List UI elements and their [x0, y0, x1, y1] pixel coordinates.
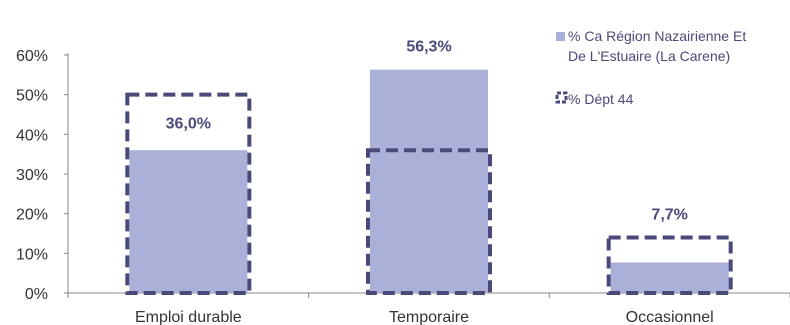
bar-dept-outline	[125, 92, 252, 295]
bar-region	[129, 150, 248, 293]
x-tick-label: Temporaire	[389, 309, 469, 325]
legend-label-region: % Ca Région Nazairienne Et	[568, 28, 746, 44]
series-dept-bars	[125, 92, 733, 295]
bar-dept-outline	[606, 235, 733, 295]
legend-label-region: De L'Estuaire (La Carene)	[568, 48, 730, 64]
x-tick-label: Occasionnel	[626, 309, 714, 325]
x-axis: Emploi durable Temporaire Occasionnel	[67, 292, 790, 325]
data-label: 36,0%	[166, 115, 211, 132]
bar-dept-outline	[366, 148, 492, 295]
y-tick-label: 20%	[16, 207, 48, 224]
y-tick-label: 0%	[25, 286, 48, 303]
data-label: 7,7%	[651, 206, 687, 223]
legend: % Ca Région Nazairienne Et De L'Estuaire …	[555, 28, 746, 107]
y-tick-label: 50%	[16, 88, 48, 105]
y-axis: 0% 10% 20% 30% 40% 50% 60%	[16, 48, 69, 303]
data-label: 56,3%	[406, 39, 451, 56]
y-tick-label: 30%	[16, 167, 48, 184]
legend-label-dept: % Dépt 44	[568, 91, 634, 107]
y-tick-label: 10%	[16, 246, 48, 263]
y-tick-label: 60%	[16, 48, 48, 65]
bar-region	[610, 262, 729, 293]
x-tick-label: Emploi durable	[135, 309, 242, 325]
series-region-bars	[129, 69, 729, 293]
data-labels: 36,0% 56,3% 7,7%	[166, 39, 688, 224]
y-tick-label: 40%	[16, 127, 48, 144]
legend-swatch-dept	[555, 91, 568, 104]
bar-region	[370, 69, 488, 293]
legend-swatch-region	[556, 32, 565, 41]
